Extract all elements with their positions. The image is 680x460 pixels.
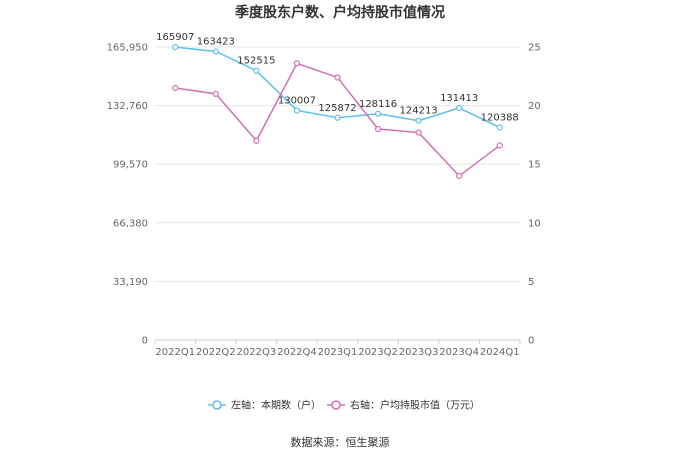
x-axis-tick-label: 2022Q2	[196, 347, 236, 358]
x-axis-tick-label: 2022Q1	[155, 347, 195, 358]
data-label: 163423	[197, 36, 235, 47]
left-axis-tick-label: 165,950	[107, 43, 148, 54]
x-axis-tick-label: 2024Q1	[480, 347, 520, 358]
source-text: 数据来源：恒生聚源	[291, 435, 390, 449]
legend: 左轴：本期数（户） 右轴：户均持股市值（万元）	[208, 399, 480, 412]
x-axis-tick-label: 2023Q1	[318, 347, 358, 358]
legend-label: 右轴：户均持股市值（万元）	[350, 399, 480, 412]
data-label: 125872	[318, 103, 356, 114]
series-1-point	[415, 117, 422, 124]
series-1-point	[293, 107, 301, 114]
series-2-point	[374, 125, 382, 133]
series-2-point	[253, 137, 260, 144]
legend-marker	[212, 400, 222, 410]
series-1-point	[212, 48, 219, 55]
data-label: 128116	[359, 99, 397, 110]
right-axis-tick-label: 10	[528, 218, 541, 229]
series-2-point	[172, 84, 179, 92]
series-2-point	[496, 142, 503, 149]
legend-label: 左轴：本期数（户）	[231, 399, 321, 412]
x-axis-tick-label: 2023Q2	[358, 347, 398, 358]
x-axis-tick-label: 2023Q3	[399, 347, 439, 358]
left-axis-tick-label: 132,760	[107, 101, 148, 112]
series-1-point	[253, 67, 260, 74]
data-label: 120388	[481, 112, 519, 123]
x-axis-tick-label: 2022Q3	[237, 347, 277, 358]
series-1-point	[496, 124, 503, 131]
x-axis-tick-label: 2022Q4	[277, 347, 317, 358]
right-axis-tick-label: 25	[528, 43, 541, 54]
left-axis-tick-label: 66,380	[113, 218, 148, 229]
axes: 033,19066,38099,570132,760165,9500510152…	[107, 43, 541, 359]
right-axis-tick-label: 5	[528, 277, 534, 288]
series-1-point	[334, 114, 341, 121]
data-label: 152515	[237, 56, 275, 67]
left-axis-tick-label: 33,190	[113, 277, 148, 288]
series-2-point	[334, 74, 341, 81]
right-axis-tick-label: 15	[528, 160, 541, 171]
series-2-point	[456, 172, 463, 180]
x-axis-tick-label: 2023Q4	[439, 347, 479, 358]
series-1-point	[172, 43, 179, 51]
series-1-point	[456, 104, 463, 112]
data-label: 130007	[278, 95, 316, 106]
data-label: 124213	[400, 106, 438, 117]
legend-marker	[331, 400, 341, 410]
series-2-point	[415, 129, 422, 136]
series-1-point	[374, 110, 382, 117]
series-2-point	[293, 60, 301, 67]
series-2-point	[212, 90, 219, 97]
right-axis-tick-label: 0	[528, 336, 534, 347]
series-layer	[172, 43, 503, 180]
grid-lines	[155, 46, 520, 282]
right-axis-tick-label: 20	[528, 101, 541, 112]
left-axis-tick-label: 99,570	[113, 160, 148, 171]
chart-title: 季度股东户数、户均持股市值情况	[234, 4, 445, 21]
data-label: 165907	[156, 32, 194, 43]
left-axis-tick-label: 0	[142, 336, 148, 347]
data-label: 131413	[440, 93, 478, 104]
